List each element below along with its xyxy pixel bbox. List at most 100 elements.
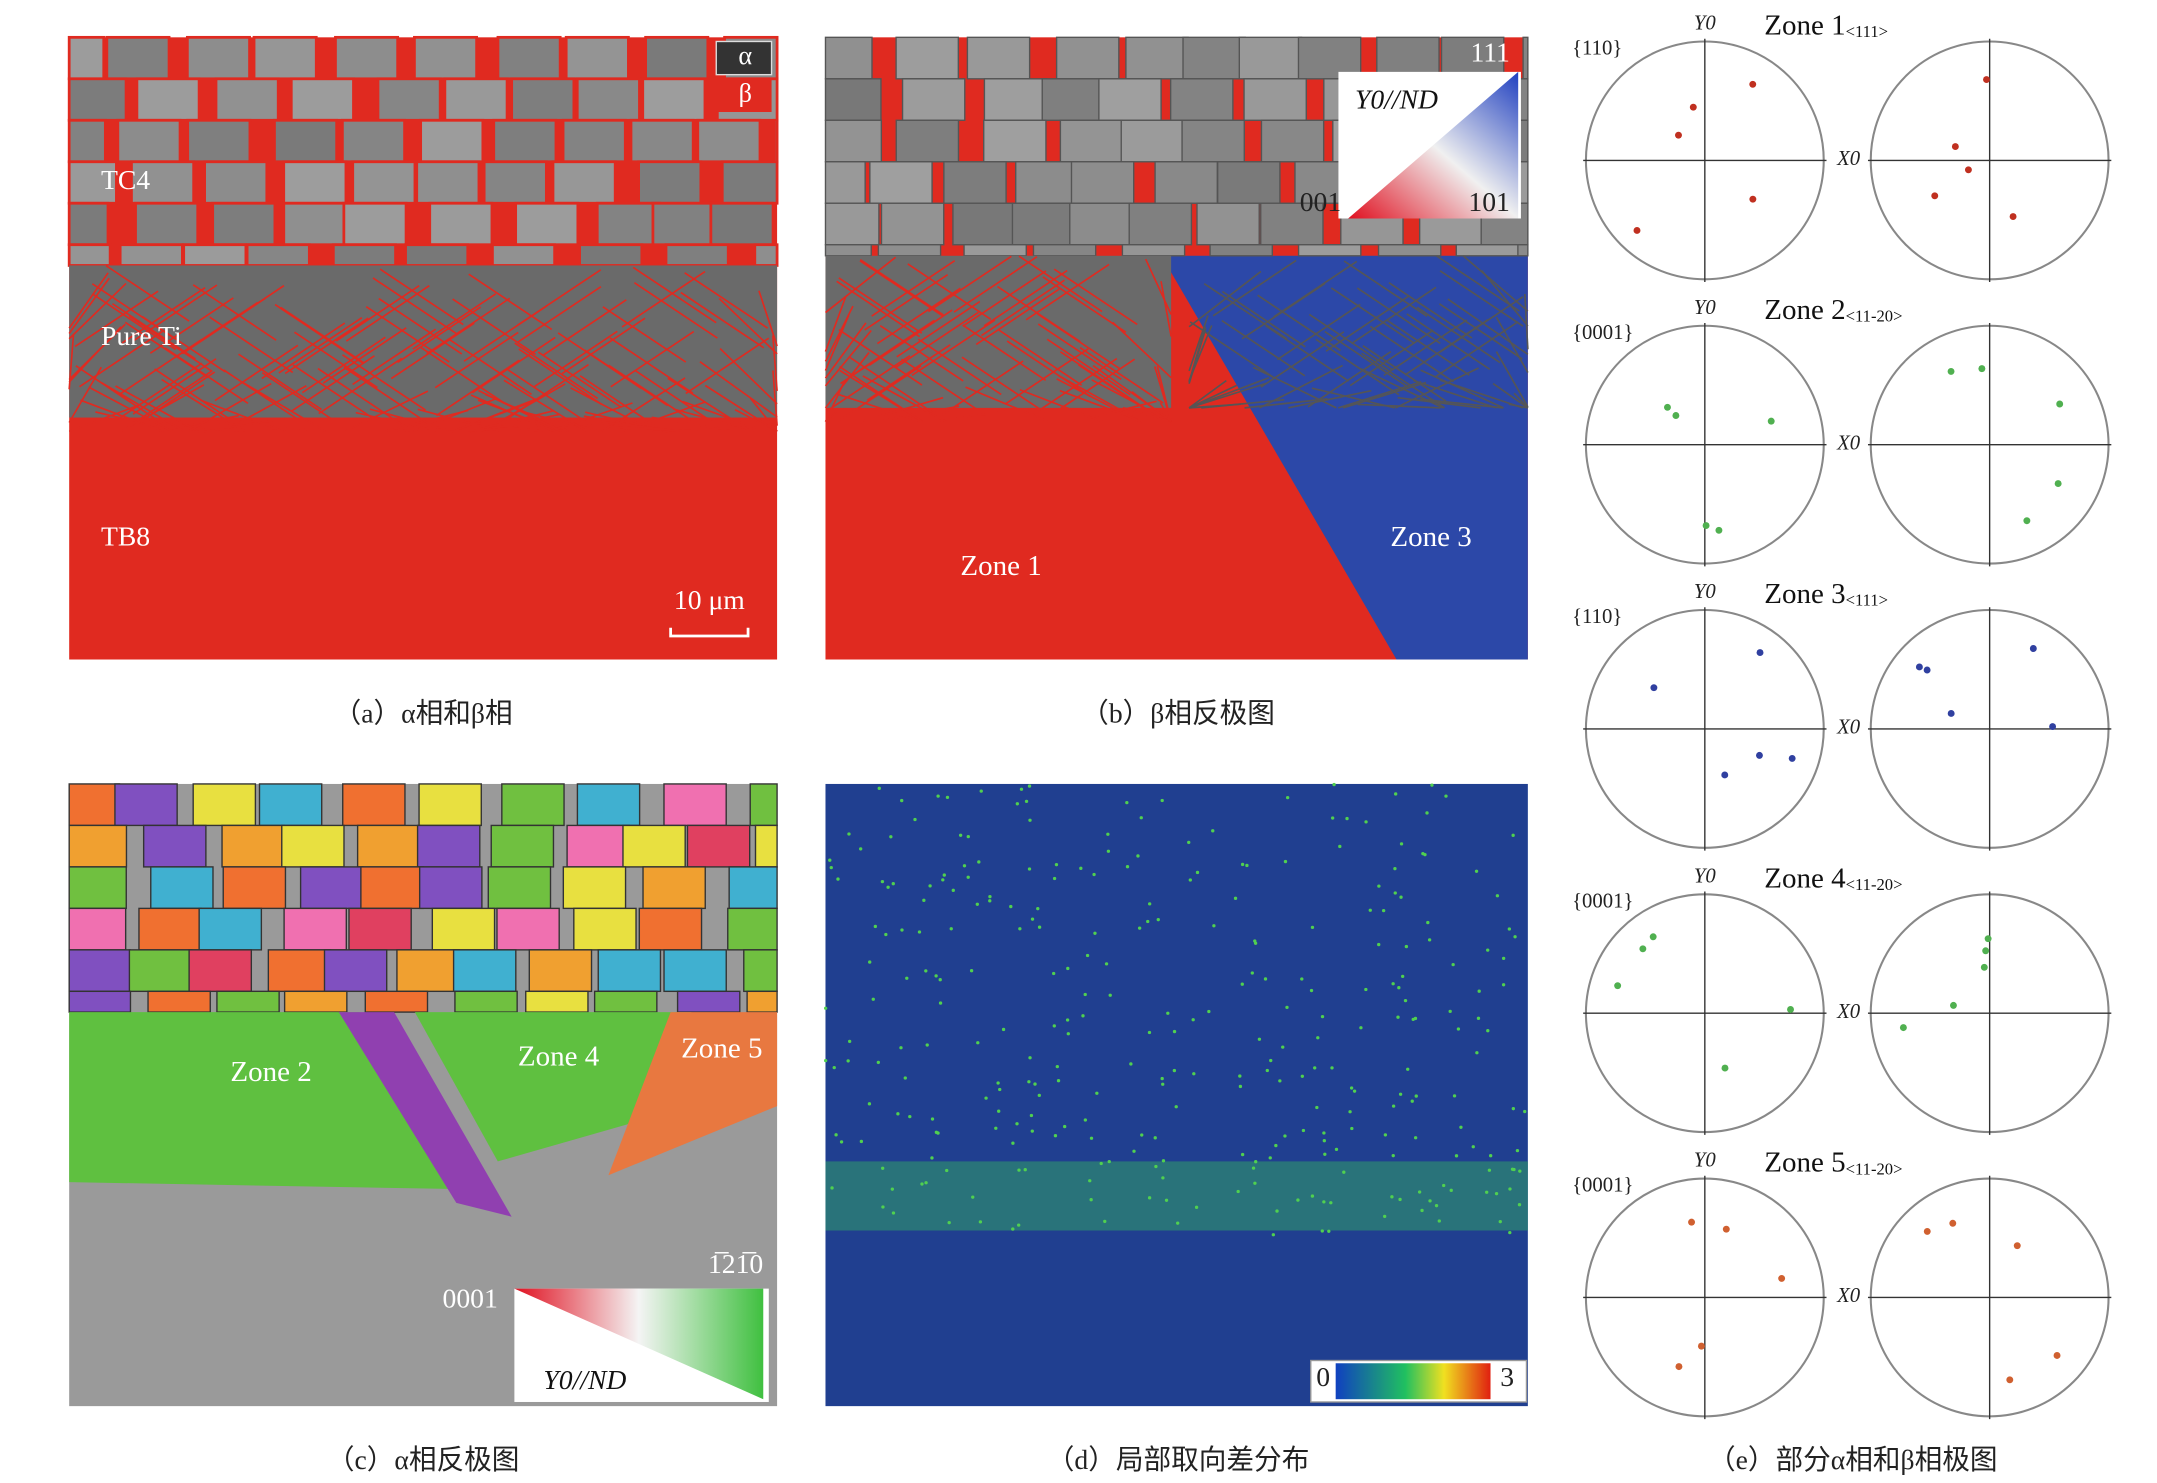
lath — [459, 420, 543, 433]
lath — [318, 357, 403, 415]
kam-spot — [1011, 1227, 1015, 1231]
lath — [200, 399, 284, 433]
grain — [252, 35, 318, 81]
kam-spot — [1498, 1220, 1502, 1224]
grain — [198, 907, 263, 951]
kam-spot — [886, 885, 890, 889]
kam-spot — [903, 1076, 907, 1080]
kam-spot — [1023, 1168, 1027, 1172]
kam-spot — [1172, 1029, 1177, 1034]
ipf-triangle — [1348, 71, 1519, 219]
lath — [907, 263, 992, 320]
lath — [192, 284, 277, 341]
kam-spot — [1420, 1208, 1424, 1213]
pole — [2056, 400, 2064, 408]
kam-spot — [1406, 1067, 1410, 1071]
kam-spot — [1278, 1079, 1282, 1083]
grain — [1377, 244, 1442, 257]
kam-spot — [978, 1220, 983, 1224]
lath — [279, 307, 364, 364]
kam-spot — [917, 930, 922, 934]
zone-direction: <111> — [1846, 591, 1888, 610]
grain — [67, 35, 106, 81]
grain — [749, 783, 778, 827]
kam-spot — [1253, 1181, 1257, 1185]
grain — [1015, 161, 1079, 204]
pole — [1787, 1006, 1794, 1013]
kam-spot — [1125, 800, 1129, 805]
kam-spot — [1083, 1118, 1088, 1122]
lath — [133, 284, 218, 342]
label: TB8 — [101, 521, 150, 552]
lath — [533, 330, 618, 388]
kam-spot — [1066, 1032, 1070, 1036]
kam-spot — [1495, 894, 1500, 898]
pole — [1788, 754, 1796, 762]
kam-spot — [891, 882, 895, 886]
kam-spot — [1396, 1015, 1400, 1019]
grain — [267, 949, 332, 993]
grain — [1243, 78, 1307, 121]
kam-spot — [1315, 1105, 1319, 1110]
kam-spot — [1088, 1179, 1092, 1183]
caption: （c）α相反极图 — [327, 1444, 520, 1475]
grain — [1517, 244, 1529, 257]
grain — [203, 160, 269, 205]
grain — [118, 243, 184, 267]
kam-spot — [1393, 891, 1397, 895]
grain — [525, 990, 589, 1013]
grain — [491, 243, 557, 267]
kam-spot — [1515, 1148, 1520, 1153]
grain — [642, 866, 706, 910]
grain — [492, 118, 558, 164]
lath — [1073, 400, 1157, 423]
lath — [1447, 298, 1529, 356]
lath — [468, 273, 553, 331]
grain — [824, 119, 883, 163]
kam-spot — [1095, 1091, 1099, 1095]
kam-spot — [1036, 907, 1040, 911]
grain — [664, 243, 730, 267]
lath — [1276, 303, 1361, 361]
grain — [182, 243, 248, 267]
lath — [836, 280, 921, 338]
grain — [728, 866, 778, 910]
kam-spot — [873, 924, 878, 929]
grain — [68, 824, 128, 868]
kam-spot — [1401, 974, 1405, 979]
kam-spot — [984, 1096, 988, 1100]
zone-name: Zone 3 — [1764, 578, 1845, 610]
y-axis-label: Y0 — [1694, 297, 1717, 319]
kam-spot — [1192, 1072, 1196, 1076]
lath — [128, 315, 213, 373]
lath — [894, 311, 979, 369]
grain — [824, 244, 872, 257]
kam-spot — [1085, 953, 1090, 958]
kam-spot — [1176, 1221, 1180, 1225]
lath — [517, 286, 602, 343]
kam-spot — [1471, 1145, 1475, 1149]
kam-spot — [834, 1133, 838, 1137]
kam-spot — [988, 899, 992, 903]
kam-spot — [1055, 1064, 1059, 1069]
kam-spot — [1383, 1214, 1387, 1219]
pole — [2009, 213, 2017, 221]
kam-spot — [1037, 1093, 1041, 1098]
kam-spot — [868, 960, 872, 964]
lath — [1388, 282, 1473, 339]
kam-spot — [1398, 1092, 1403, 1096]
grain — [743, 949, 778, 993]
grain — [573, 907, 637, 951]
pole — [1778, 1274, 1786, 1282]
lath — [292, 364, 377, 422]
grain — [1055, 36, 1120, 80]
caption: （e）部分α相和β相极图 — [1708, 1444, 1998, 1475]
lath — [452, 400, 536, 433]
grain — [482, 160, 548, 205]
grain — [68, 783, 121, 827]
legend-box — [716, 78, 772, 112]
lath — [68, 404, 140, 433]
lath — [471, 336, 556, 394]
grain — [1196, 202, 1260, 246]
kam-spot — [1427, 938, 1432, 942]
